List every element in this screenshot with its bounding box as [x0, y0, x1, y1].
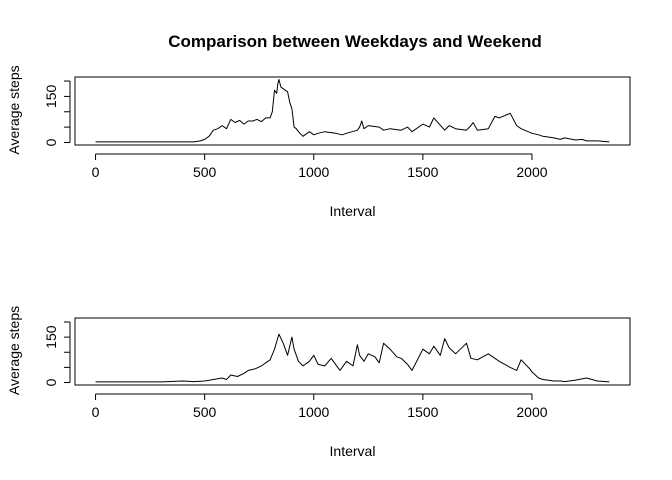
- x-axis-label: Interval: [330, 443, 376, 459]
- x-tick-label: 1500: [407, 164, 438, 180]
- plot-frame: [74, 76, 631, 146]
- x-axis-label: Interval: [330, 203, 376, 219]
- y-axis: 0 150: [43, 321, 71, 386]
- x-tick-label: 500: [193, 404, 217, 420]
- y-tick-label: 0: [43, 138, 59, 146]
- y-tick-label: 0: [43, 378, 59, 386]
- x-tick-label: 1000: [298, 164, 329, 180]
- series-line: [95, 79, 610, 143]
- series-line: [95, 333, 610, 383]
- x-tick-label: 500: [193, 164, 217, 180]
- y-axis-label: Average steps: [6, 306, 22, 395]
- x-axis: 0 500 1000 1500 2000: [92, 393, 548, 420]
- y-tick-label: 150: [43, 85, 59, 109]
- panel-2: 0 500 1000 1500 2000 0 150 Interval Average step…: [6, 306, 631, 459]
- x-tick-label: 0: [92, 164, 100, 180]
- x-tick-label: 1500: [407, 404, 438, 420]
- plot-frame: [74, 317, 631, 386]
- y-tick-label: 150: [43, 325, 59, 349]
- x-tick-label: 2000: [516, 404, 547, 420]
- panel-1: 0 500 1000 1500 2000 0 150 Interval Average step…: [6, 65, 631, 219]
- x-tick-label: 1000: [298, 404, 329, 420]
- y-axis: 0 150: [43, 80, 71, 146]
- x-tick-label: 2000: [516, 164, 547, 180]
- x-axis: 0 500 1000 1500 2000: [92, 153, 548, 180]
- x-tick-label: 0: [92, 404, 100, 420]
- chart-title: Comparison between Weekdays and Weekend: [168, 32, 542, 51]
- y-axis-label: Average steps: [6, 65, 22, 154]
